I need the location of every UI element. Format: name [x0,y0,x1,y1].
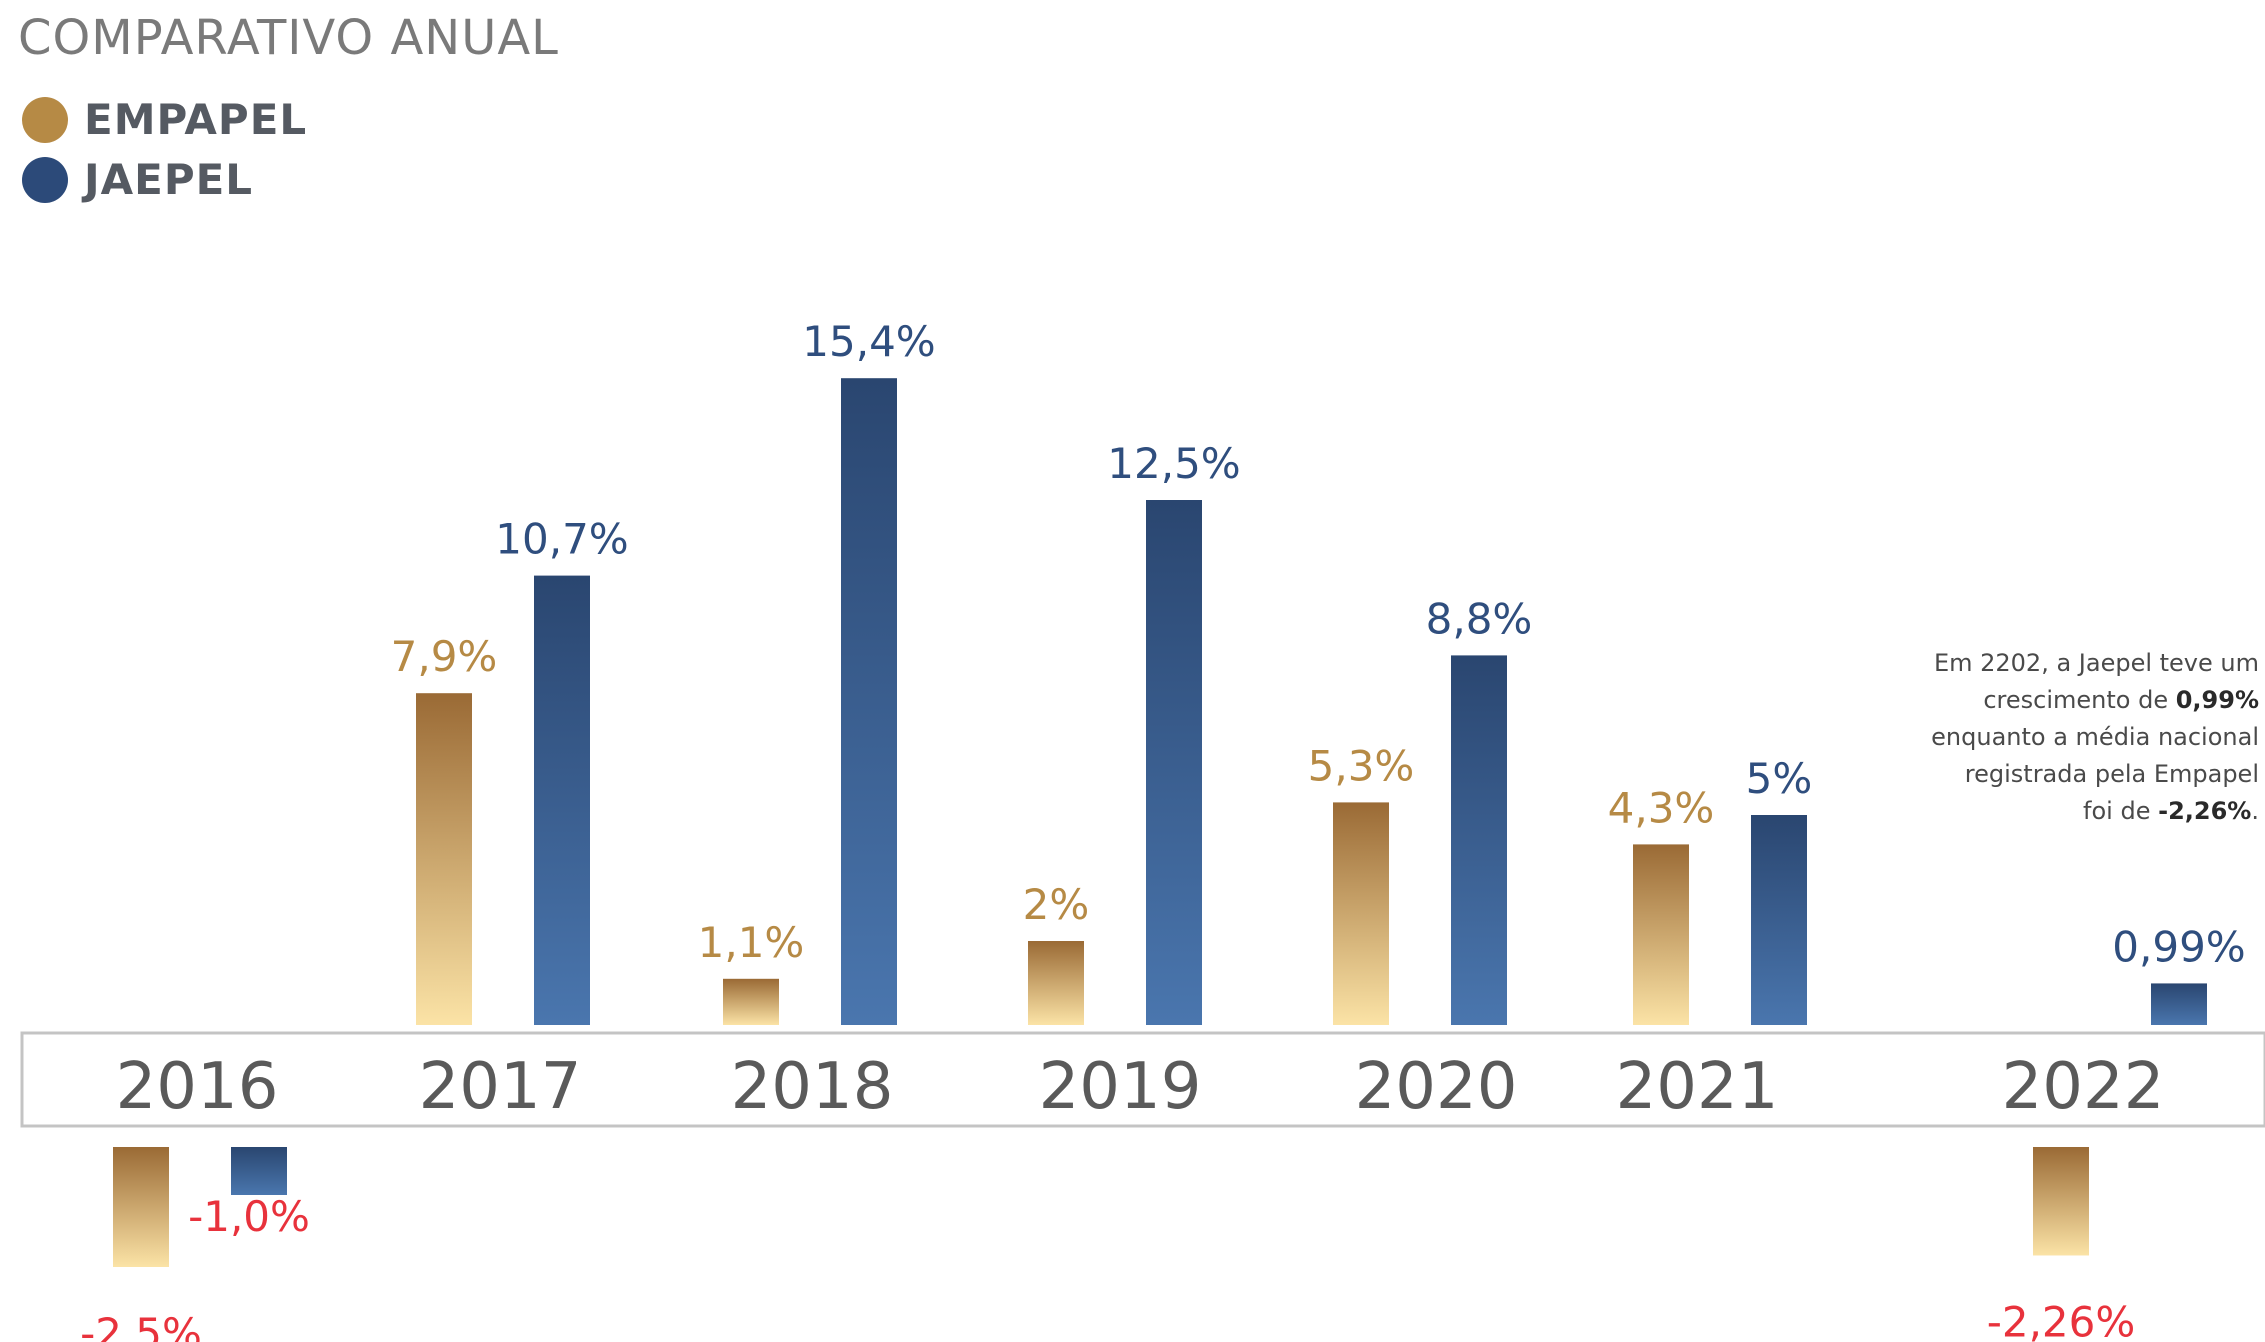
bar-jaepel-2020 [1451,655,1507,1025]
note-line-2: crescimento de 0,99% [1983,686,2259,714]
legend-label-empapel: EMPAPEL [84,95,308,144]
legend-item-empapel: EMPAPEL [22,95,307,144]
legend-swatch-jaepel [22,156,68,203]
note-line-4: registrada pela Empapel [1964,760,2259,788]
note-line-5: foi de -2,26%. [2083,797,2259,825]
note-value-empapel: -2,26% [2158,797,2252,825]
bar-empapel-2019 [1028,941,1084,1025]
x-tick-label-2018: 2018 [731,1050,894,1124]
chart-title: COMPARATIVO ANUAL [18,10,559,66]
x-tick-label-2016: 2016 [116,1050,279,1124]
x-tick-label-2019: 2019 [1039,1050,1202,1124]
bar-empapel-2022 [2033,1147,2089,1256]
data-label-jaepel-2017: 10,7% [495,515,628,564]
bar-jaepel-2019 [1146,500,1202,1025]
bar-jaepel-2018 [841,378,897,1025]
annotation-note: Em 2202, a Jaepel teve um crescimento de… [1839,645,2259,830]
bar-jaepel-2016 [231,1147,287,1195]
data-label-jaepel-2021: 5% [1746,754,1813,803]
x-tick-label-2017: 2017 [419,1050,582,1124]
x-tick-label-2020: 2020 [1355,1050,1518,1124]
x-axis-band [20,1031,2265,1128]
data-label-empapel-2018: 1,1% [698,918,805,967]
data-label-empapel-2022: -2,26% [1987,1297,2136,1342]
data-label-empapel-2020: 5,3% [1308,741,1415,790]
bar-empapel-2020 [1333,802,1389,1025]
legend-item-jaepel: JAEPEL [22,155,253,204]
data-label-empapel-2017: 7,9% [391,632,498,681]
data-label-jaepel-2018: 15,4% [802,317,935,366]
note-line-3: enquanto a média nacional [1931,723,2259,751]
bar-jaepel-2021 [1751,815,1807,1025]
data-label-empapel-2019: 2% [1023,880,1090,929]
bar-empapel-2016 [113,1147,169,1267]
bar-jaepel-2017 [534,575,590,1025]
data-label-empapel-2016: -2,5% [80,1309,202,1342]
bar-empapel-2017 [416,693,472,1025]
data-label-empapel-2021: 4,3% [1608,783,1715,832]
note-value-jaepel: 0,99% [2175,686,2259,714]
legend-swatch-empapel [22,96,68,143]
data-label-jaepel-2020: 8,8% [1426,594,1533,643]
bar-empapel-2018 [723,978,779,1025]
data-label-jaepel-2016: -1,0% [188,1192,310,1241]
bar-empapel-2021 [1633,844,1689,1025]
bar-jaepel-2022 [2151,983,2207,1025]
data-label-jaepel-2022: 0,99% [2112,922,2245,971]
legend-label-jaepel: JAEPEL [84,155,254,204]
x-tick-label-2022: 2022 [2002,1050,2165,1124]
data-label-jaepel-2019: 12,5% [1107,439,1240,488]
note-line-1: Em 2202, a Jaepel teve um [1933,649,2259,677]
x-tick-label-2021: 2021 [1616,1050,1779,1124]
